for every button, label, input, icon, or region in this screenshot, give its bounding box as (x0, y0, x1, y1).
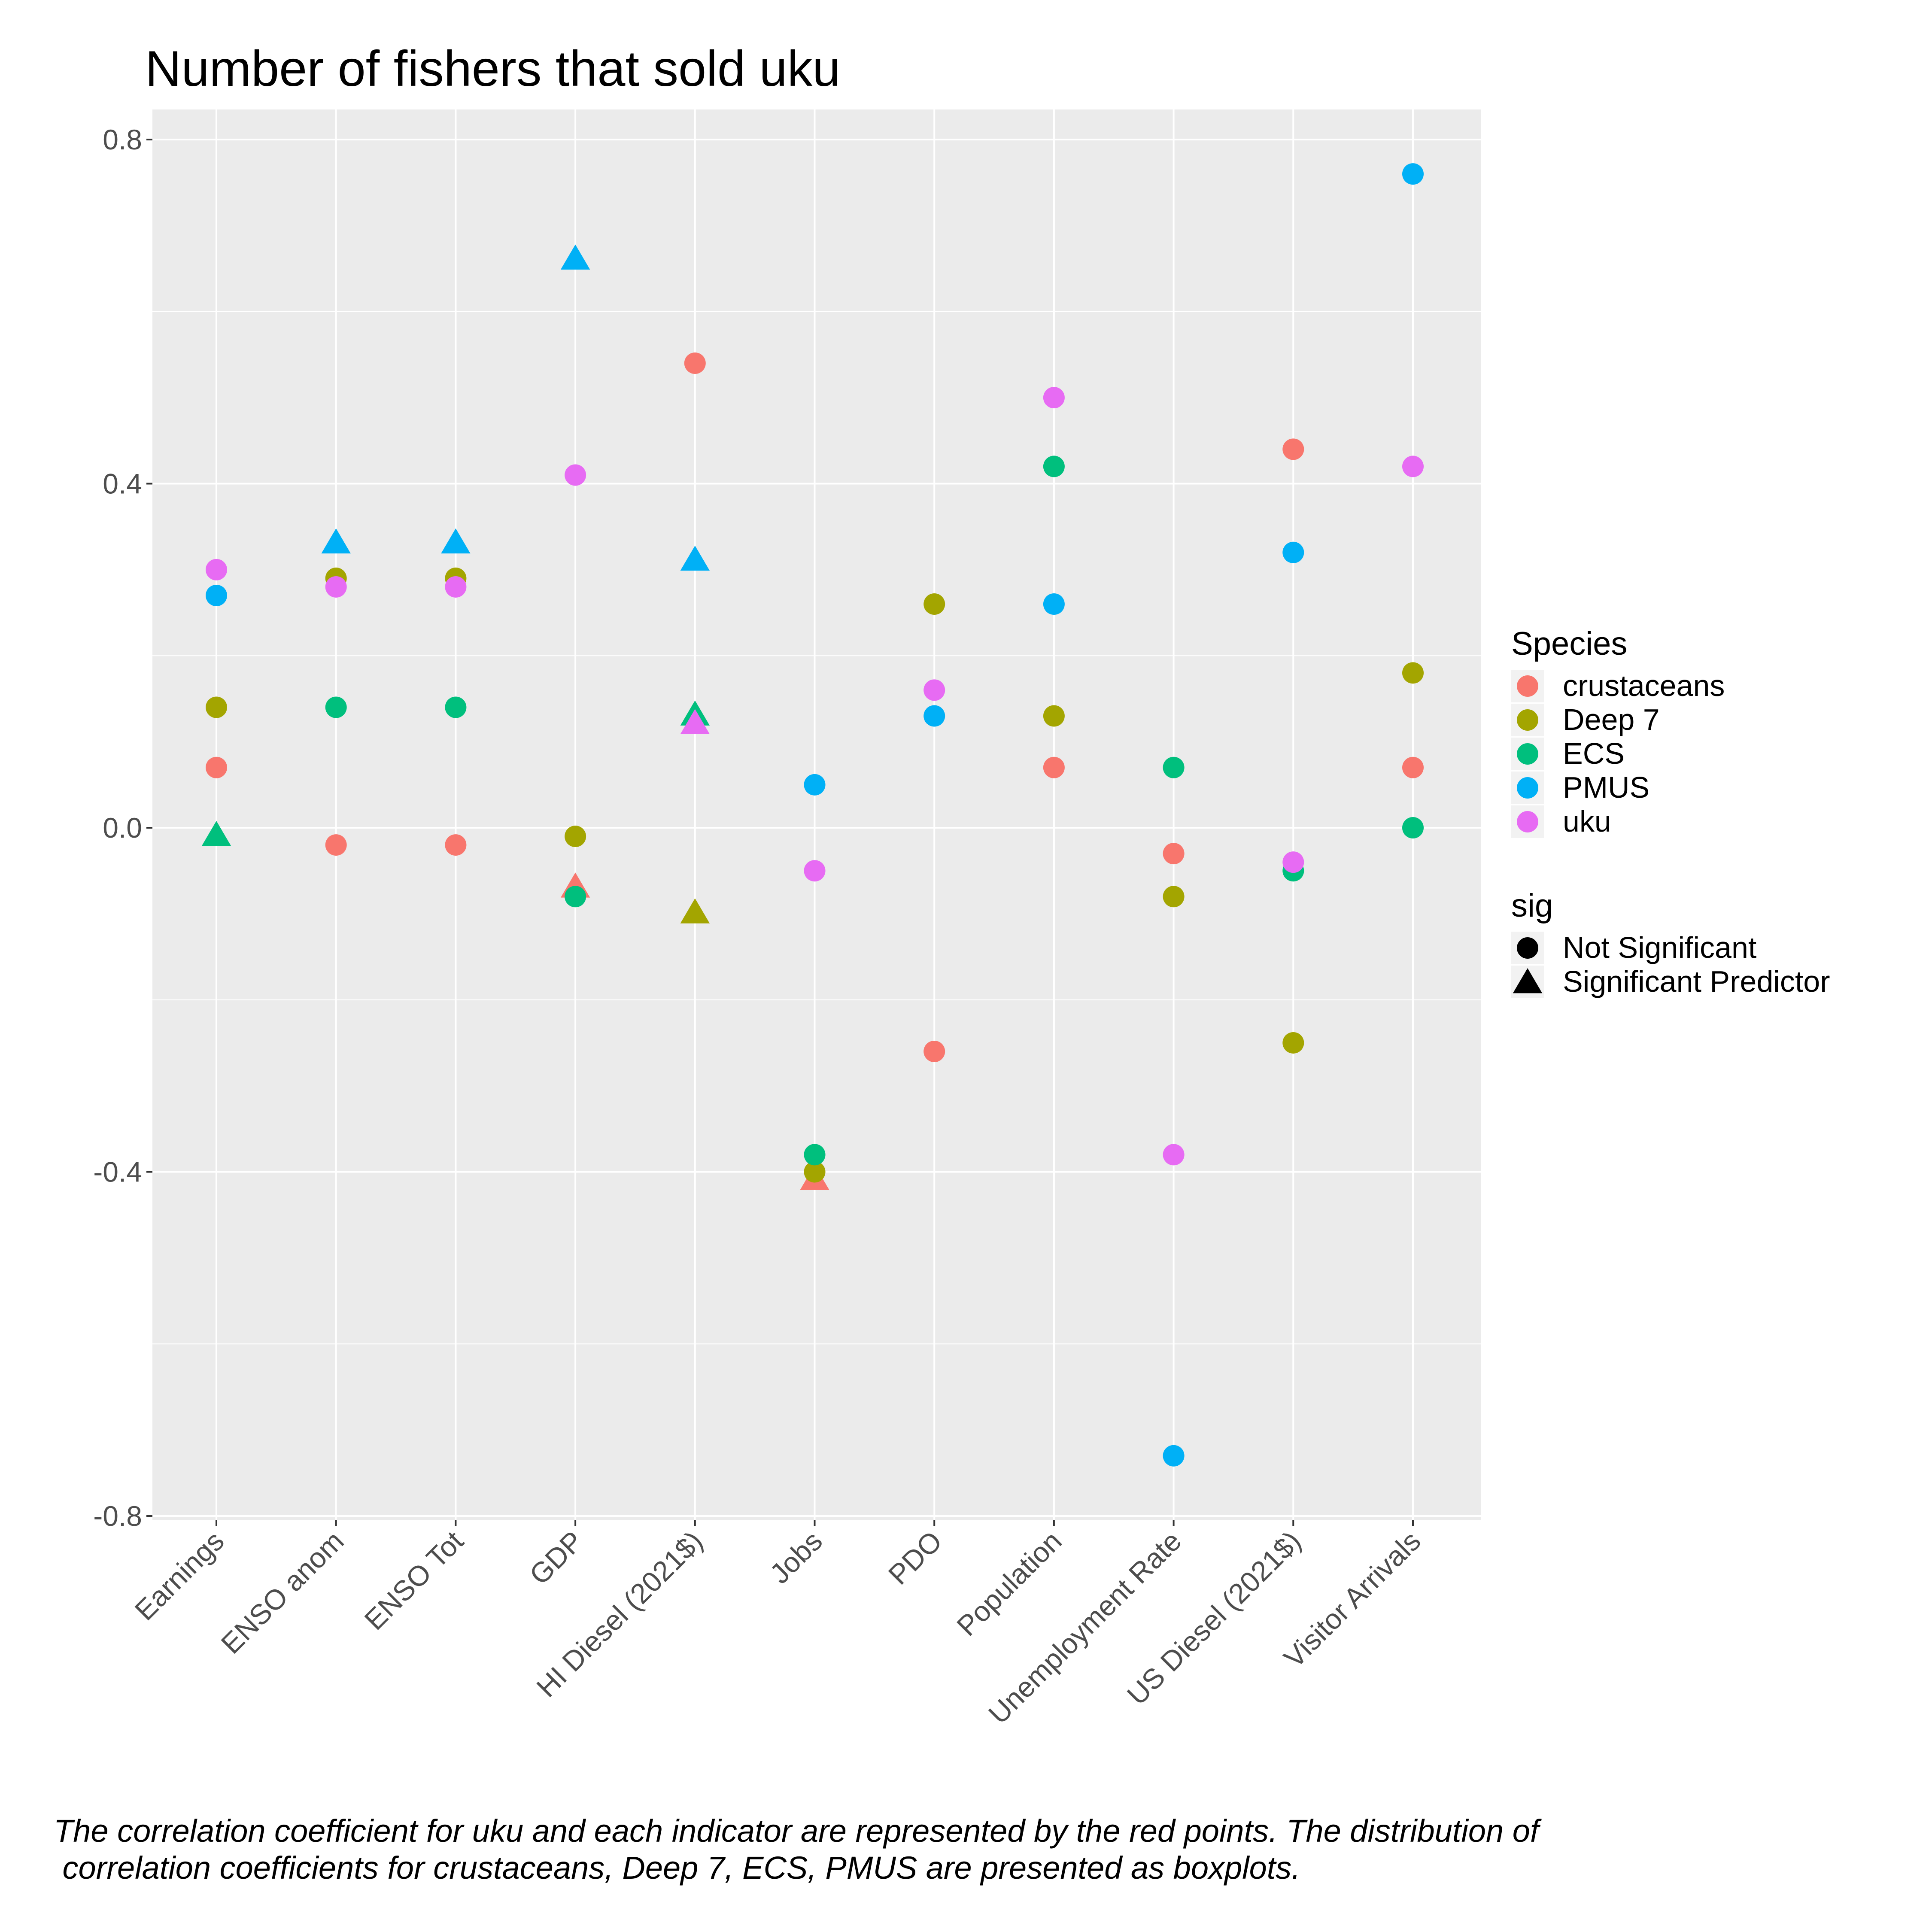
point-not-significant (1163, 756, 1185, 778)
legend-key-swatch (1517, 743, 1538, 765)
legend-key-swatch (1517, 709, 1538, 731)
y-tick-label: -0.8 (93, 1500, 142, 1532)
y-axis: -0.8 -0.4 0.0 0.4 0.8 (93, 124, 152, 1532)
y-tick-label: 0.8 (103, 124, 142, 155)
point-not-significant (1043, 593, 1065, 615)
point-not-significant (804, 1144, 826, 1166)
legend-species-title: Species (1511, 626, 1627, 662)
point-significant (560, 244, 590, 270)
point-not-significant (206, 584, 227, 606)
point-not-significant (325, 834, 347, 856)
point-not-significant (565, 886, 586, 908)
point-not-significant (1043, 387, 1065, 409)
point-not-significant (804, 774, 826, 796)
legend-sig-title: sig (1511, 887, 1553, 924)
chart-title: Number of fishers that sold uku (145, 40, 840, 97)
caption: The correlation coefficient for uku and … (54, 1813, 1542, 1886)
legend-key-swatch (1517, 675, 1538, 697)
point-not-significant (1282, 851, 1304, 873)
y-tick-label: -0.4 (93, 1156, 142, 1188)
point-not-significant (206, 756, 227, 778)
point-not-significant (1163, 886, 1185, 908)
point-not-significant (1402, 756, 1424, 778)
point-not-significant (1043, 456, 1065, 477)
point-significant (680, 898, 710, 923)
legend-sig-label: Significant Predictor (1563, 965, 1830, 998)
point-not-significant (445, 696, 467, 718)
legend-species-label: crustaceans (1563, 669, 1725, 702)
point-not-significant (206, 696, 227, 718)
legend-species-label: uku (1563, 805, 1611, 838)
data-points (201, 163, 1424, 1467)
point-not-significant (1043, 705, 1065, 727)
point-not-significant (1402, 817, 1424, 838)
legend-species-label: Deep 7 (1563, 703, 1660, 736)
point-significant (201, 821, 231, 846)
x-tick-label: ENSO anom (215, 1525, 349, 1660)
legend-species-label: ECS (1563, 737, 1625, 770)
point-not-significant (1043, 756, 1065, 778)
caption-line: correlation coefficients for crustaceans… (54, 1850, 1300, 1886)
point-not-significant (206, 559, 227, 580)
y-tick-label: 0.0 (103, 812, 142, 844)
point-not-significant (1402, 163, 1424, 185)
circle-shape-key (1517, 937, 1538, 959)
x-tick-label: Jobs (763, 1525, 828, 1590)
legend-species-label: PMUS (1563, 771, 1649, 804)
point-not-significant (1282, 438, 1304, 460)
x-tick-label: GDP (523, 1525, 589, 1591)
point-not-significant (804, 860, 826, 882)
point-significant (680, 709, 710, 734)
point-not-significant (565, 826, 586, 848)
legend-sig-label: Not Significant (1563, 931, 1756, 964)
legend-key-swatch (1517, 777, 1538, 799)
triangle-shape-key (1513, 968, 1543, 993)
x-tick-label: ENSO Tot (358, 1525, 469, 1636)
point-not-significant (1402, 456, 1424, 477)
point-not-significant (325, 696, 347, 718)
point-not-significant (1163, 1144, 1185, 1166)
point-not-significant (1163, 843, 1185, 865)
point-significant (321, 528, 351, 554)
point-not-significant (445, 576, 467, 598)
y-tick-label: 0.4 (103, 468, 142, 500)
point-not-significant (923, 679, 945, 701)
caption-line: The correlation coefficient for uku and … (54, 1813, 1542, 1849)
point-not-significant (1402, 662, 1424, 684)
point-not-significant (923, 593, 945, 615)
point-not-significant (923, 705, 945, 727)
point-not-significant (1282, 541, 1304, 563)
point-not-significant (565, 464, 586, 486)
point-not-significant (684, 352, 706, 374)
x-tick-label: PDO (882, 1525, 948, 1591)
point-significant (680, 545, 710, 571)
point-not-significant (1163, 1445, 1185, 1467)
point-not-significant (804, 1161, 826, 1183)
point-not-significant (445, 834, 467, 856)
x-tick-label: Earnings (128, 1525, 230, 1627)
plot-panel (152, 109, 1481, 1520)
x-tick-label: Unemployment Rate (982, 1525, 1188, 1730)
legend-key-swatch (1517, 811, 1538, 832)
point-not-significant (325, 576, 347, 598)
grid-lines (152, 109, 1481, 1520)
x-tick-label: Population (951, 1525, 1068, 1642)
point-not-significant (1282, 1032, 1304, 1054)
point-significant (441, 528, 471, 554)
point-not-significant (923, 1040, 945, 1062)
